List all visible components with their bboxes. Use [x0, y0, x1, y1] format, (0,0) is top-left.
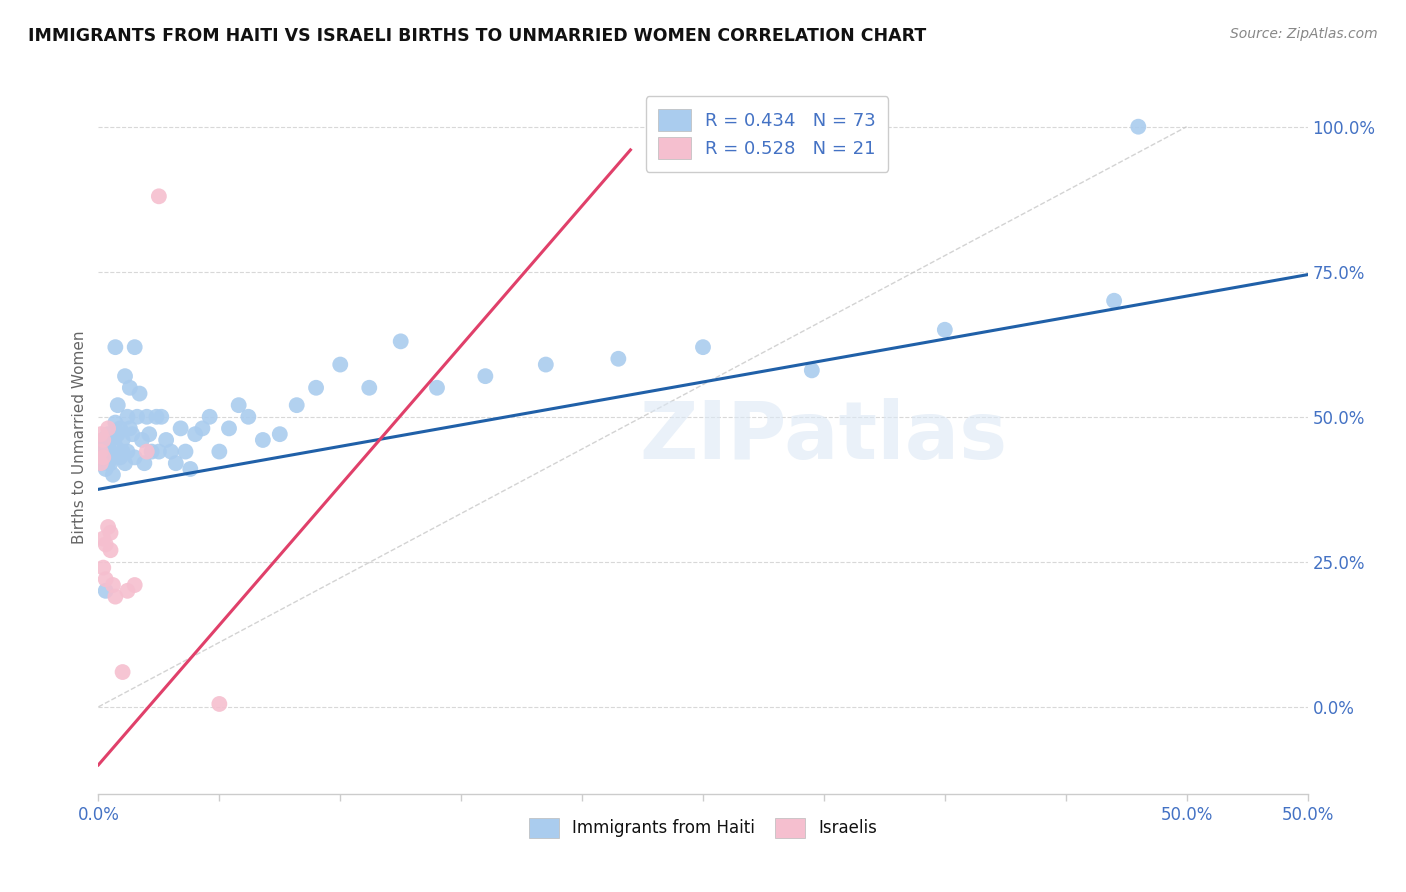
Text: ZIPatlas: ZIPatlas	[640, 398, 1008, 476]
Point	[114, 369, 136, 384]
Point	[128, 386, 150, 401]
Point	[150, 409, 173, 424]
Point	[127, 409, 149, 424]
Point	[800, 363, 823, 377]
Point	[100, 525, 122, 540]
Point	[134, 456, 156, 470]
Point	[111, 665, 134, 679]
Point	[91, 433, 114, 447]
Point	[91, 433, 114, 447]
Point	[191, 421, 214, 435]
Text: IMMIGRANTS FROM HAITI VS ISRAELI BIRTHS TO UNMARRIED WOMEN CORRELATION CHART: IMMIGRANTS FROM HAITI VS ISRAELI BIRTHS …	[28, 27, 927, 45]
Point	[100, 433, 122, 447]
Point	[238, 409, 260, 424]
Point	[692, 340, 714, 354]
Point	[97, 444, 120, 458]
Point	[285, 398, 308, 412]
Point	[135, 444, 157, 458]
Point	[218, 421, 240, 435]
Point	[117, 583, 139, 598]
Point	[100, 543, 122, 558]
Point	[131, 433, 153, 447]
Point	[252, 433, 274, 447]
Point	[148, 189, 170, 203]
Point	[118, 421, 141, 435]
Point	[124, 578, 146, 592]
Point	[148, 444, 170, 458]
Point	[91, 450, 114, 465]
Point	[160, 444, 183, 458]
Point	[426, 381, 449, 395]
Point	[169, 421, 191, 435]
Point	[97, 421, 120, 435]
Point	[94, 537, 117, 551]
Point	[114, 456, 136, 470]
Point	[329, 358, 352, 372]
Point	[135, 409, 157, 424]
Point	[1102, 293, 1125, 308]
Point	[121, 427, 143, 442]
Point	[111, 444, 134, 458]
Point	[90, 456, 112, 470]
Point	[91, 532, 114, 546]
Point	[534, 358, 557, 372]
Point	[90, 456, 112, 470]
Point	[104, 340, 127, 354]
Point	[117, 444, 139, 458]
Point	[389, 334, 412, 349]
Point	[934, 323, 956, 337]
Point	[184, 427, 207, 442]
Point	[108, 421, 131, 435]
Point	[90, 444, 112, 458]
Point	[108, 450, 131, 465]
Point	[117, 409, 139, 424]
Y-axis label: Births to Unmarried Women: Births to Unmarried Women	[72, 330, 87, 544]
Point	[155, 433, 177, 447]
Point	[145, 409, 167, 424]
Point	[474, 369, 496, 384]
Point	[94, 450, 117, 465]
Point	[138, 427, 160, 442]
Point	[124, 340, 146, 354]
Point	[118, 381, 141, 395]
Point	[607, 351, 630, 366]
Point	[111, 433, 134, 447]
Point	[91, 450, 114, 465]
Point	[101, 467, 124, 482]
Point	[94, 572, 117, 586]
Point	[94, 583, 117, 598]
Point	[305, 381, 328, 395]
Point	[228, 398, 250, 412]
Point	[100, 444, 122, 458]
Point	[208, 697, 231, 711]
Point	[1128, 120, 1150, 134]
Point	[101, 450, 124, 465]
Point	[90, 444, 112, 458]
Point	[91, 560, 114, 574]
Point	[198, 409, 221, 424]
Point	[104, 416, 127, 430]
Point	[269, 427, 291, 442]
Point	[165, 456, 187, 470]
Point	[94, 462, 117, 476]
Point	[97, 520, 120, 534]
Point	[174, 444, 197, 458]
Point	[97, 456, 120, 470]
Point	[97, 427, 120, 442]
Text: Source: ZipAtlas.com: Source: ZipAtlas.com	[1230, 27, 1378, 41]
Point	[90, 427, 112, 442]
Point	[179, 462, 201, 476]
Point	[124, 450, 146, 465]
Point	[107, 427, 129, 442]
Point	[141, 444, 163, 458]
Point	[107, 398, 129, 412]
Point	[100, 456, 122, 470]
Point	[104, 439, 127, 453]
Legend: Immigrants from Haiti, Israelis: Immigrants from Haiti, Israelis	[520, 809, 886, 847]
Point	[208, 444, 231, 458]
Point	[94, 439, 117, 453]
Point	[104, 590, 127, 604]
Point	[101, 578, 124, 592]
Point	[359, 381, 381, 395]
